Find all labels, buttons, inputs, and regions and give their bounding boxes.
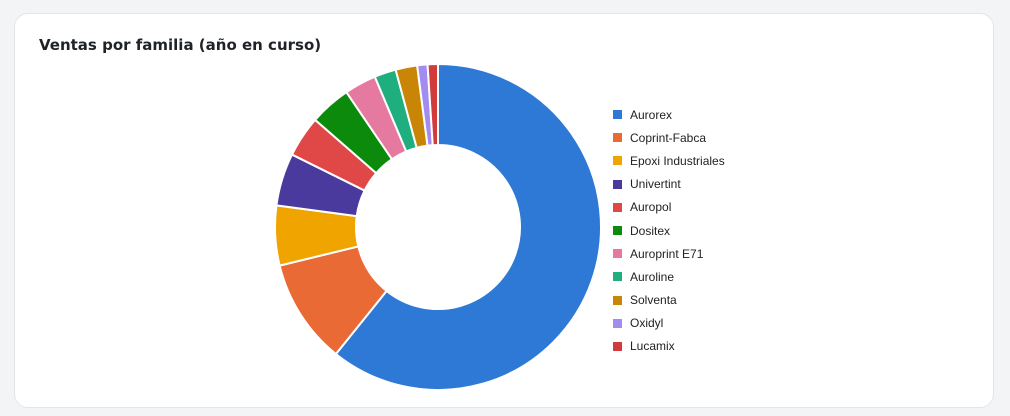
legend-label: Epoxi Industriales [630, 153, 725, 168]
legend-swatch [613, 318, 622, 328]
slice-lucamix[interactable] [426, 62, 439, 147]
slice-aurorex[interactable] [334, 62, 602, 391]
legend-label: Auroline [630, 269, 675, 284]
legend-label: Coprint-Fabca [630, 130, 707, 145]
legend-item[interactable]: Auroline [613, 265, 725, 288]
legend-swatch [613, 156, 622, 166]
chart-card: Ventas por familia (año en curso) Aurore… [14, 13, 994, 408]
legend-label: Univertint [630, 177, 681, 192]
legend-item[interactable]: Solventa [613, 289, 725, 312]
donut-chart [274, 62, 602, 391]
legend-label: Auroprint E71 [630, 246, 704, 261]
chart-legend: Aurorex Coprint-Fabca Epoxi Industriales Un… [613, 103, 725, 358]
legend-label: Oxidyl [630, 316, 664, 331]
legend-swatch [613, 341, 622, 351]
legend-item[interactable]: Coprint-Fabca [613, 126, 725, 149]
legend-swatch [613, 202, 622, 212]
legend-swatch [613, 249, 622, 259]
legend-swatch [613, 133, 622, 143]
legend-label: Auropol [630, 200, 672, 215]
legend-item[interactable]: Epoxi Industriales [613, 149, 725, 172]
legend-label: Lucamix [630, 339, 675, 354]
legend-item[interactable]: Auropol [613, 196, 725, 219]
legend-item[interactable]: Oxidyl [613, 312, 725, 335]
legend-item[interactable]: Lucamix [613, 335, 725, 358]
legend-swatch [613, 226, 622, 236]
chart-title: Ventas por familia (año en curso) [39, 36, 322, 54]
legend-swatch [613, 272, 622, 282]
legend-label: Solventa [630, 293, 677, 308]
legend-swatch [613, 110, 622, 120]
legend-item[interactable]: Auroprint E71 [613, 242, 725, 265]
legend-label: Dositex [630, 223, 671, 238]
legend-label: Aurorex [630, 107, 673, 122]
legend-swatch [613, 179, 622, 189]
legend-item[interactable]: Dositex [613, 219, 725, 242]
legend-item[interactable]: Aurorex [613, 103, 725, 126]
legend-swatch [613, 295, 622, 305]
legend-item[interactable]: Univertint [613, 173, 725, 196]
